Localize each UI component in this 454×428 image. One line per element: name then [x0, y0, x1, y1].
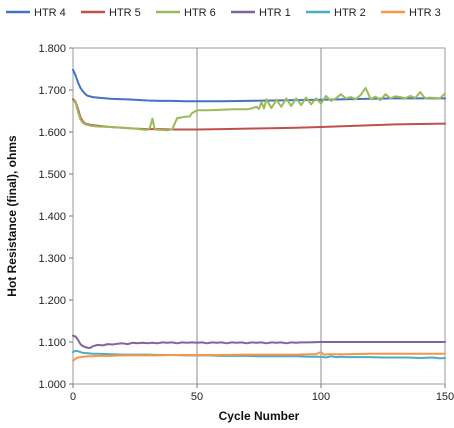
- plot-frame: [72, 47, 446, 385]
- x-axis: 0 50 100 150: [70, 384, 454, 403]
- legend-label: HTR 1: [259, 7, 291, 19]
- y-tick-label: 1.400: [38, 211, 66, 223]
- y-axis-title: Hot Resistance (final), ohms: [5, 135, 19, 297]
- series-line-htr-3: [72, 351, 446, 362]
- y-tick-label: 1.600: [38, 127, 66, 139]
- series-line-htr-1: [72, 334, 446, 349]
- legend-label: HTR 5: [109, 7, 141, 19]
- series-line-htr-6: [72, 86, 446, 132]
- x-tick-label: 0: [70, 391, 76, 403]
- legend: HTR 4 HTR 5 HTR 6 HTR 1 HTR 2 HTR 3: [6, 7, 441, 19]
- legend-label: HTR 6: [184, 7, 216, 19]
- y-tick-label: 1.200: [38, 295, 66, 307]
- x-axis-title: Cycle Number: [219, 409, 300, 423]
- y-tick-label: 1.100: [38, 337, 66, 349]
- y-tick-label: 1.700: [38, 85, 66, 97]
- x-tick-label: 50: [191, 391, 203, 403]
- y-tick-label: 1.000: [38, 379, 66, 391]
- y-tick-label: 1.300: [38, 253, 66, 265]
- y-tick-label: 1.800: [38, 43, 66, 55]
- series-line-htr-2: [72, 349, 446, 360]
- legend-label: HTR 2: [334, 7, 366, 19]
- legend-label: HTR 4: [34, 7, 66, 19]
- legend-label: HTR 3: [409, 7, 441, 19]
- series-line-htr-4: [72, 68, 446, 103]
- y-tick-label: 1.500: [38, 169, 66, 181]
- y-axis: 1.000 1.100 1.200 1.300 1.400 1.500 1.600 1.700…: [38, 43, 73, 391]
- x-tick-label: 100: [312, 391, 330, 403]
- x-tick-label: 150: [436, 391, 454, 403]
- series-layer: [72, 68, 446, 362]
- plot-area: [72, 47, 446, 385]
